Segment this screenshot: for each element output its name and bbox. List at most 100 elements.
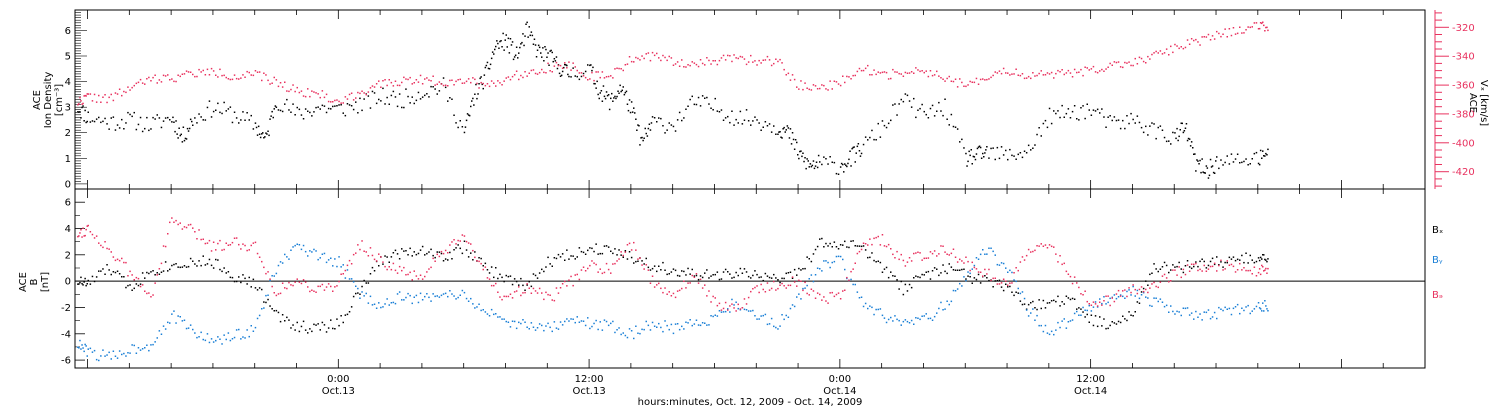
- vx-point: [1002, 67, 1005, 70]
- bz-point: [940, 245, 942, 247]
- bx-point: [1263, 254, 1265, 256]
- vx-point: [317, 93, 319, 95]
- ion-density-point: [1187, 137, 1190, 140]
- by-point: [461, 289, 464, 292]
- ion-density-point: [181, 141, 184, 143]
- by-point: [279, 261, 282, 263]
- bx-point: [992, 286, 994, 288]
- bz-point: [854, 262, 856, 264]
- by-point: [1220, 308, 1222, 310]
- by-point: [816, 267, 819, 269]
- by-point: [1234, 306, 1237, 308]
- ion-density-point: [160, 126, 163, 129]
- bz-point: [936, 255, 938, 257]
- vx-point: [522, 76, 524, 79]
- by-point: [256, 317, 259, 320]
- vx-point: [561, 67, 564, 69]
- ion-density-point: [1044, 119, 1047, 122]
- ion-density-point: [240, 119, 242, 121]
- ion-density-point: [559, 75, 562, 77]
- ion-density-point: [1061, 104, 1063, 107]
- ion-density-point: [229, 106, 232, 108]
- bz-point: [307, 286, 309, 288]
- by-point: [547, 322, 549, 325]
- ion-density-point: [1185, 123, 1188, 125]
- by-point: [350, 278, 353, 280]
- vx-point: [440, 83, 443, 85]
- by-point: [1134, 295, 1136, 297]
- bx-point: [787, 272, 790, 274]
- vx-point: [578, 72, 581, 74]
- ion-density-point: [831, 161, 833, 163]
- by-point: [566, 318, 568, 320]
- bx-point: [1140, 291, 1143, 293]
- bz-point: [488, 278, 491, 280]
- vx-point: [173, 80, 175, 83]
- vx-point: [1153, 52, 1155, 54]
- bz-point: [1265, 267, 1267, 270]
- bz-point: [515, 290, 518, 292]
- bx-point: [568, 258, 570, 260]
- bz-point: [1044, 244, 1047, 246]
- ion-density-point: [212, 110, 215, 113]
- bz-point: [490, 284, 493, 287]
- vx-point: [1203, 36, 1205, 38]
- ion-density-point: [799, 150, 801, 153]
- bz-point: [643, 268, 645, 270]
- bx-point: [821, 237, 823, 240]
- bx-point: [1222, 266, 1224, 268]
- vx-point: [716, 63, 719, 66]
- bz-point: [421, 278, 424, 280]
- bx-point: [338, 324, 340, 327]
- ion-density-point: [1111, 119, 1113, 122]
- vx-point: [87, 93, 89, 95]
- ion-density-point: [375, 102, 378, 105]
- bx-point: [1184, 265, 1187, 267]
- ion-density-point: [564, 63, 566, 66]
- ion-density-point: [988, 157, 990, 159]
- vx-point: [643, 57, 645, 60]
- vx-point: [534, 72, 537, 75]
- vx-point: [737, 57, 739, 60]
- bz-point: [743, 298, 746, 300]
- bx-point: [196, 265, 198, 267]
- ion-density-point: [595, 87, 597, 89]
- vx-point: [764, 59, 767, 61]
- bx-point: [691, 268, 693, 271]
- by-point: [82, 347, 84, 349]
- bz-point: [879, 244, 882, 246]
- ion-density-point: [798, 157, 800, 160]
- bz-point: [256, 252, 259, 255]
- bz-point: [910, 260, 913, 262]
- bx-point: [599, 252, 601, 255]
- ion-density-point: [785, 129, 787, 131]
- by-point: [300, 248, 303, 251]
- ion-density-point: [1099, 112, 1101, 114]
- bx-point: [630, 256, 633, 259]
- by-point: [1216, 317, 1218, 320]
- by-point: [1188, 314, 1191, 316]
- by-point: [112, 350, 115, 352]
- vx-point: [758, 59, 760, 62]
- bz-point: [526, 283, 528, 285]
- by-point: [731, 298, 733, 301]
- by-point: [365, 292, 367, 295]
- ion-density-point: [576, 75, 578, 78]
- bx-point: [1025, 308, 1028, 310]
- bz-point: [302, 279, 305, 281]
- bz-point: [695, 273, 698, 275]
- vx-point: [1019, 74, 1022, 77]
- bx-point: [940, 272, 942, 274]
- bottom-tick-label: -4: [61, 329, 71, 340]
- vx-point: [461, 82, 464, 84]
- by-point: [250, 325, 252, 327]
- bz-point: [336, 285, 338, 287]
- ion-density-point: [602, 85, 605, 87]
- vx-point: [309, 95, 311, 98]
- bx-point: [497, 277, 499, 280]
- bx-point: [1096, 325, 1099, 328]
- by-point: [1080, 314, 1082, 316]
- by-point: [1046, 332, 1049, 334]
- ion-density-point: [862, 143, 865, 146]
- vx-point: [229, 78, 232, 81]
